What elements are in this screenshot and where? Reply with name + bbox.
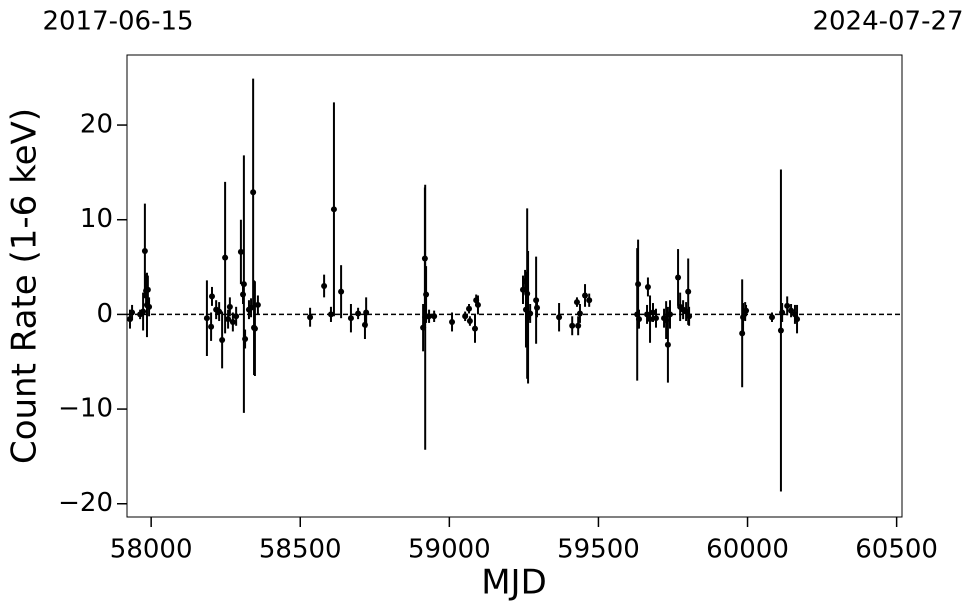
data-point	[635, 316, 642, 323]
data-point	[650, 309, 657, 316]
data-point	[784, 302, 791, 309]
data-point	[449, 318, 456, 325]
data-point	[534, 304, 541, 311]
data-point	[647, 316, 654, 323]
y-tick-label: 10	[80, 204, 113, 234]
data-point	[222, 254, 229, 261]
x-tick-label: 59000	[408, 535, 491, 565]
data-point	[635, 281, 642, 288]
x-tick-label: 60000	[706, 535, 789, 565]
data-point	[556, 314, 563, 321]
data-point	[667, 311, 674, 318]
data-point	[471, 325, 478, 332]
data-point	[208, 323, 215, 330]
y-tick-label: −10	[58, 394, 113, 424]
data-point	[226, 303, 233, 310]
data-point	[242, 336, 249, 343]
data-point	[527, 310, 534, 317]
data-point	[573, 299, 580, 306]
data-point	[777, 327, 784, 334]
data-point	[347, 315, 354, 322]
data-point	[144, 286, 151, 293]
data-point	[330, 206, 337, 213]
data-point	[219, 336, 226, 343]
data-point	[363, 309, 370, 316]
data-point	[251, 325, 258, 332]
data-point	[779, 309, 786, 316]
data-point	[576, 310, 583, 317]
data-point	[254, 301, 261, 308]
data-point	[248, 304, 255, 311]
data-point	[203, 315, 210, 322]
data-point	[129, 309, 136, 316]
data-point	[652, 315, 659, 322]
data-point	[466, 318, 473, 325]
data-point	[225, 316, 232, 323]
data-point	[462, 313, 469, 320]
plot-frame	[126, 54, 903, 518]
data-point	[240, 281, 247, 288]
y-axis-label: Count Rate (1-6 keV)	[5, 108, 45, 464]
data-point	[788, 307, 795, 314]
top-date-label: 2017-06-15	[42, 7, 193, 37]
data-point	[685, 288, 692, 295]
data-point	[675, 274, 682, 281]
y-tick-label: 20	[80, 110, 113, 140]
data-point	[431, 313, 438, 320]
data-point	[141, 247, 148, 254]
y-tick-label: 0	[96, 299, 113, 329]
data-point	[575, 322, 582, 329]
data-point	[586, 297, 593, 304]
data-point	[229, 318, 236, 325]
data-point	[327, 311, 334, 318]
x-tick-label: 58000	[110, 535, 193, 565]
y-tick-label: −20	[58, 488, 113, 518]
data-point	[208, 293, 215, 300]
data-point	[474, 301, 481, 308]
data-point	[664, 341, 671, 348]
data-point	[686, 313, 693, 320]
x-tick-label: 59500	[557, 535, 640, 565]
data-point	[146, 303, 153, 310]
data-point	[140, 308, 147, 315]
data-point	[739, 330, 746, 337]
data-point	[644, 311, 651, 318]
data-point	[237, 248, 244, 255]
data-point	[569, 322, 576, 329]
data-point	[250, 189, 257, 196]
x-tick-label: 58500	[259, 535, 342, 565]
x-axis-label: MJD	[481, 563, 547, 603]
data-point	[582, 292, 589, 299]
data-point	[426, 313, 433, 320]
data-point	[743, 307, 750, 314]
data-point	[216, 308, 223, 315]
data-point	[307, 314, 314, 321]
data-point	[644, 283, 651, 290]
data-point	[233, 313, 240, 320]
x-tick-label: 60500	[855, 535, 938, 565]
data-point	[338, 288, 345, 295]
data-point	[794, 316, 801, 323]
top-date-label: 2024-07-27	[812, 7, 963, 37]
data-point	[768, 314, 775, 321]
data-point	[321, 283, 328, 289]
data-point	[466, 305, 473, 312]
data-point	[355, 310, 362, 317]
